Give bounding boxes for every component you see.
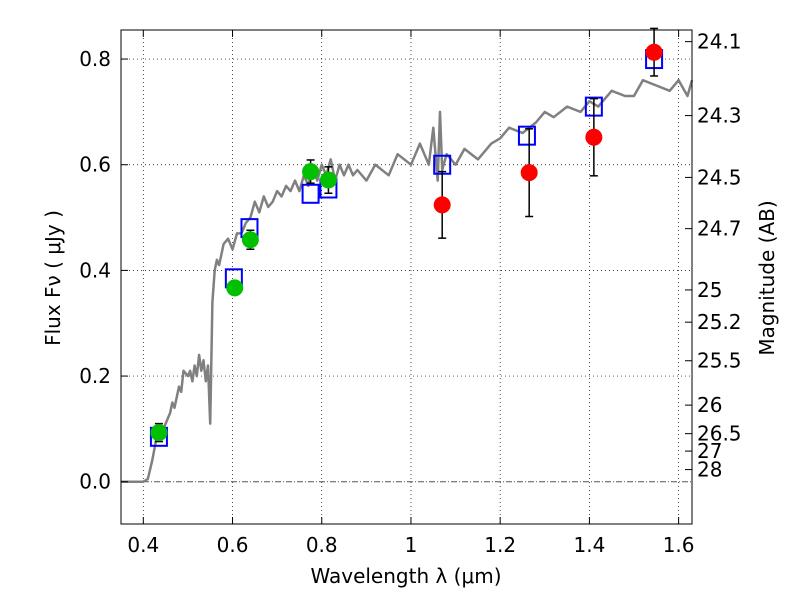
observed-data-point	[241, 231, 259, 249]
right-tick-label: 24.7	[697, 217, 742, 241]
observed-data-point	[433, 196, 451, 214]
x-axis-label: Wavelength λ (μm)	[310, 564, 501, 588]
right-tick-label: 27	[697, 439, 722, 463]
right-tick-label: 25	[697, 278, 722, 302]
x-tick-label: 1.6	[663, 533, 695, 557]
observed-data-point	[585, 128, 603, 146]
observed-data-point	[520, 164, 538, 182]
right-tick-label: 24.3	[697, 104, 742, 128]
y-tick-label: 0.6	[79, 153, 111, 177]
right-tick-label: 24.5	[697, 165, 742, 189]
y-tick-label: 0.2	[79, 364, 111, 388]
right-tick-label: 28	[697, 458, 722, 482]
observed-data-point	[302, 163, 320, 181]
y-tick-label: 0.8	[79, 47, 111, 71]
y-tick-label: 0.0	[79, 470, 111, 494]
right-tick-label: 26	[697, 393, 722, 417]
model-photometry-square	[301, 183, 320, 204]
y-axis-label: Flux Fν ( μJy )	[41, 210, 65, 346]
right-tick-label: 25.5	[697, 349, 742, 373]
observed-data-point	[226, 279, 244, 297]
tick-layer: 0.4 0.6 0.8 1 1.2 1.4 1.6 0.0 0.2 0.4 0.6 0.8 24.1 24…	[79, 30, 741, 557]
right-tick-label: 26.5	[697, 422, 742, 446]
right-axis-label: Magnitude (AB)	[755, 200, 779, 355]
x-tick-label: 0.6	[217, 533, 249, 557]
right-tick-label: 25.2	[697, 310, 742, 334]
marker-layer	[149, 27, 664, 447]
model-photometry-square	[517, 125, 536, 146]
observed-data-point	[645, 43, 663, 61]
observed-data-point	[319, 171, 337, 189]
x-tick-label: 1.2	[484, 533, 516, 557]
y-tick-label: 0.4	[79, 258, 111, 282]
observed-data-point	[150, 424, 168, 442]
x-tick-label: 0.8	[306, 533, 338, 557]
x-tick-label: 1.4	[573, 533, 605, 557]
plot-frame	[120, 29, 693, 525]
right-tick-label: 24.1	[697, 30, 742, 54]
x-tick-label: 1	[405, 533, 418, 557]
x-tick-label: 0.4	[127, 533, 159, 557]
